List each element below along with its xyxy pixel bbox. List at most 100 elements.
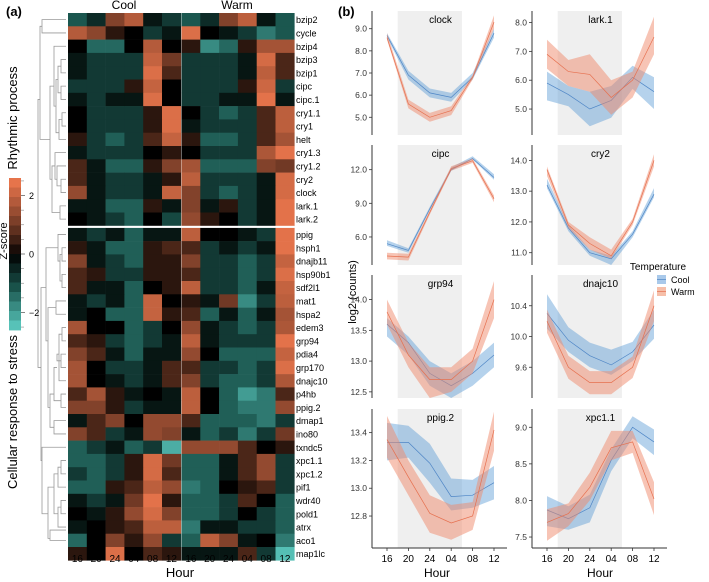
heatmap-cell <box>200 79 220 94</box>
heatmap-cell <box>275 533 295 548</box>
heatmap-cell <box>68 254 88 268</box>
heatmap-cell <box>68 106 88 120</box>
heatmap-x-ticks: 16 20 24 04 08 12 16 20 24 04 08 12 <box>72 554 291 565</box>
heatmap-cell <box>86 294 106 308</box>
heatmap-cell <box>237 400 257 415</box>
heatmap-cell <box>256 440 276 455</box>
heatmap-cell <box>181 212 201 227</box>
heatmap-cell <box>162 52 182 67</box>
heatmap-cell <box>105 374 125 388</box>
heatmap-cell <box>68 400 88 415</box>
heatmap-cell <box>219 533 239 548</box>
dendrogram-branch <box>60 59 66 74</box>
heatmap-cell <box>219 52 239 67</box>
heatmap-cell <box>162 547 182 561</box>
line-warm <box>546 160 655 257</box>
heatmap-cell <box>143 400 163 415</box>
heatmap-cell <box>162 307 182 322</box>
heatmap-cell <box>200 547 220 561</box>
heatmap-cell <box>181 172 201 187</box>
heatmap-cell <box>219 414 239 428</box>
colorbar-tick-label: 0 <box>29 250 34 260</box>
row-label: grp170 <box>296 363 324 373</box>
heatmap-cell <box>275 254 295 268</box>
heatmap-cell <box>200 387 220 401</box>
row-label: pold1 <box>296 509 318 519</box>
ribbon-warm <box>547 16 654 115</box>
heatmap-cell <box>200 227 220 242</box>
x-tick-label: 20 <box>403 554 415 565</box>
heatmap-cell <box>68 199 88 213</box>
heatmap-x-tick: 04 <box>242 554 254 565</box>
heatmap-cell <box>68 26 88 40</box>
line-warm <box>546 441 655 523</box>
dendrogram-branch <box>51 165 60 213</box>
heatmap-cell <box>124 507 144 521</box>
heatmap-cell <box>256 533 276 548</box>
heatmap-cell <box>124 347 144 362</box>
heatmap-cell <box>219 26 239 40</box>
row-label: ino80 <box>296 429 318 439</box>
heatmap-cell <box>162 507 182 521</box>
heatmap-x-tick: 16 <box>185 554 197 565</box>
heatmap-cell <box>200 146 220 160</box>
heatmap-row-labels: bzip2 cycle bzip4 bzip3 bzip1 cipc cipc.1 cry1.… <box>295 15 331 559</box>
heatmap-cell <box>162 159 182 173</box>
heatmap-cell <box>181 520 201 534</box>
dendrogram-branch <box>53 420 66 435</box>
heatmap-cell <box>200 414 220 428</box>
heatmap-cell <box>143 159 163 173</box>
heatmap-cell <box>219 427 239 441</box>
ribbon-cool <box>547 294 654 375</box>
dendrogram-branch <box>45 247 58 342</box>
heatmap-cell <box>86 374 106 388</box>
row-label: cycle <box>296 29 317 39</box>
heatmap-cell <box>105 79 125 94</box>
heatmap-cell <box>200 320 220 335</box>
heatmap-cell <box>86 547 106 561</box>
heatmap-cell <box>68 533 88 548</box>
dendrogram-branch <box>37 99 41 368</box>
ribbon-cool <box>387 156 494 253</box>
heatmap-cell <box>162 281 182 295</box>
heatmap-cell <box>237 294 257 308</box>
heatmap-cell <box>86 493 106 508</box>
heatmap-cell <box>181 146 201 160</box>
heatmap-cell <box>237 493 257 508</box>
heatmap-cell <box>68 440 88 455</box>
legend-label-warm: Warm <box>671 287 695 297</box>
x-tick-label: 04 <box>446 554 458 565</box>
heatmap-cell <box>200 453 220 468</box>
dendrogram-branch <box>60 393 66 408</box>
heatmap-cell <box>181 453 201 468</box>
heatmap-cell <box>219 79 239 94</box>
heatmap-cell <box>105 347 125 362</box>
heatmap-cell <box>237 159 257 173</box>
heatmap-cell <box>124 159 144 173</box>
colorbar: 2 0 −2 <box>9 178 39 331</box>
heatmap-cell <box>200 52 220 67</box>
heatmap-cell <box>237 347 257 362</box>
heatmap-cell <box>162 360 182 375</box>
heatmap-cell <box>124 132 144 147</box>
row-label: xpc1.2 <box>296 469 323 479</box>
row-label: txndc5 <box>296 443 323 453</box>
line-cool <box>546 184 655 260</box>
panel-a-label: (a) <box>6 4 22 19</box>
row-label: hsp90b1 <box>296 270 331 280</box>
heatmap-cell <box>162 254 182 268</box>
heatmap-cell <box>105 520 125 534</box>
heatmap-cell <box>181 547 201 561</box>
heatmap-cell <box>200 467 220 481</box>
heatmap-cell <box>162 533 182 548</box>
heatmap-cell <box>275 92 295 107</box>
heatmap-cell <box>256 79 276 94</box>
heatmap-cell <box>256 26 276 40</box>
heatmap-cell <box>256 414 276 428</box>
heatmap-cell <box>143 26 163 40</box>
line-panel-cry2: 11.0 12.0 13.0 14.0 cry2 <box>510 145 655 265</box>
heatmap-cell <box>237 254 257 268</box>
heatmap-cell <box>219 294 239 308</box>
row-label: cry2 <box>296 175 313 185</box>
heatmap-cell <box>181 467 201 481</box>
